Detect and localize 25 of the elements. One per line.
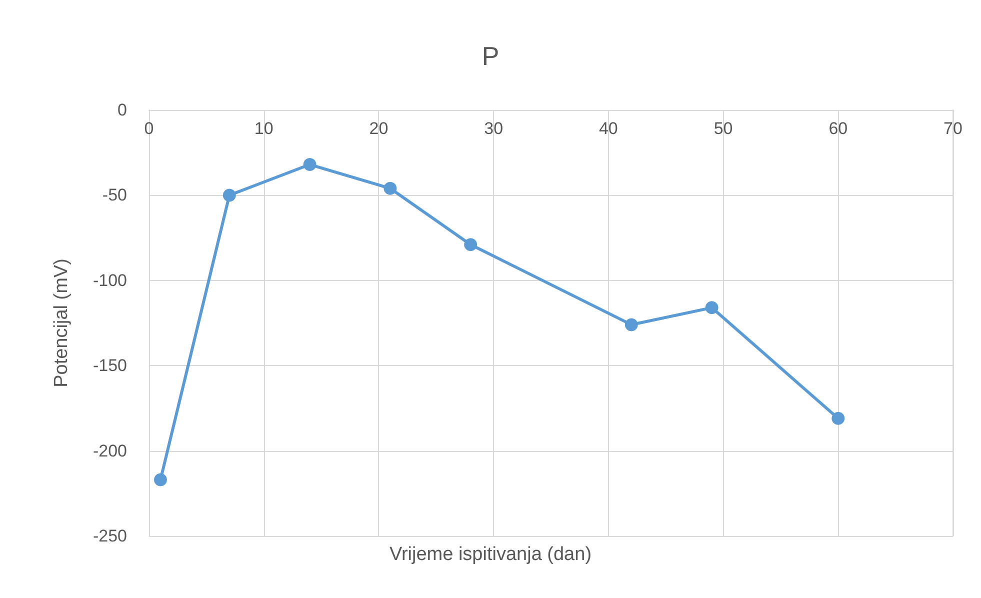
chart-title: P — [482, 41, 500, 71]
y-tick-label: -150 — [92, 356, 127, 376]
y-axis-title: Potencijal (mV) — [51, 258, 72, 388]
y-tick-label: -100 — [92, 270, 127, 290]
y-tick-label: 0 — [118, 100, 127, 120]
x-tick-label: 0 — [144, 119, 154, 138]
x-tick-label: 30 — [484, 119, 504, 138]
x-tick-label: 10 — [254, 119, 274, 138]
x-tick-label: 40 — [598, 119, 618, 138]
point — [222, 188, 236, 202]
point — [464, 238, 478, 252]
point — [832, 412, 845, 425]
x-axis-title: Vrijeme ispitivanja (dan) — [389, 544, 592, 565]
x-tick-label: 60 — [828, 119, 848, 138]
point — [384, 182, 397, 195]
point — [705, 301, 718, 314]
x-tick-label: 50 — [714, 119, 733, 138]
y-tick-label: -50 — [102, 186, 127, 205]
point — [154, 473, 167, 486]
y-tick-label: -200 — [92, 441, 127, 460]
x-tick-label: 70 — [944, 119, 962, 138]
point — [303, 158, 316, 172]
point — [624, 318, 638, 332]
y-tick-label: -250 — [92, 526, 127, 546]
x-tick-label: 20 — [369, 119, 388, 138]
